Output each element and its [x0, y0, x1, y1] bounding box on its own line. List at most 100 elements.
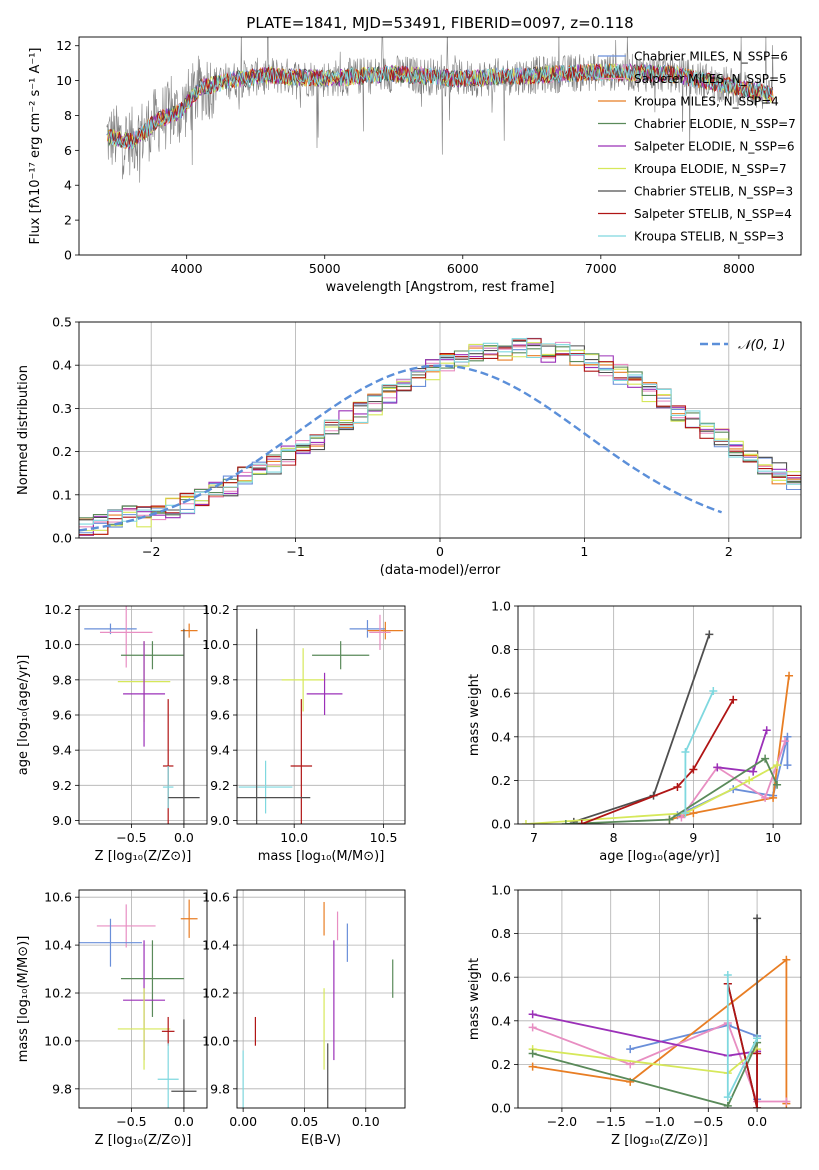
series-point	[665, 815, 674, 824]
y-tick-label: 0.3	[52, 401, 72, 416]
series-point	[577, 820, 586, 824]
y-tick-label: 10.6	[44, 890, 72, 905]
histogram-step	[79, 342, 801, 532]
y-axis-label: age [log₁₀(age/yr)]	[16, 655, 31, 776]
series-point	[689, 765, 698, 774]
y-axis-label: mass weight	[467, 958, 482, 1040]
panel-residuals: −2 −1 0 1 2 0.0 0.1 0.2 0.3 0.4 0.5 (data-model)/er…	[16, 315, 802, 578]
y-tick-label: 10.4	[44, 938, 72, 953]
axes-frame	[517, 889, 802, 1109]
y-tick-label: 8	[64, 108, 72, 123]
legend-label: Kroupa ELODIE, N_SSP=7	[634, 162, 787, 176]
x-tick-label: 0.10	[352, 1114, 380, 1129]
y-axis-label: mass weight	[467, 674, 482, 756]
axes-frame	[78, 36, 802, 256]
axes-frame	[236, 889, 406, 1109]
x-tick-label: 8	[610, 830, 618, 845]
plot-area	[79, 337, 801, 536]
y-tick-label: 0.0	[491, 1101, 511, 1116]
series-point	[681, 809, 690, 818]
plot-area	[528, 914, 791, 1108]
series-point	[723, 971, 732, 980]
x-axis-label: Z [log₁₀(Z/Z⊙)]	[95, 1133, 192, 1148]
series-point	[782, 1097, 791, 1106]
series-point	[528, 1062, 537, 1071]
x-tick-label: 4000	[171, 261, 203, 276]
y-tick-label: 10.2	[202, 602, 230, 617]
x-axis-label: (data-model)/error	[380, 563, 501, 578]
y-tick-label: 9.8	[52, 672, 72, 687]
y-tick-label: 10.2	[44, 986, 72, 1001]
axes-frame	[236, 605, 406, 825]
series-point	[673, 782, 682, 791]
series-line	[726, 983, 758, 1108]
x-tick-label: 5000	[309, 261, 341, 276]
y-tick-label: 10.0	[44, 637, 72, 652]
y-tick-label: 0.4	[52, 358, 72, 373]
legend-label: 𝒩(0, 1)	[738, 338, 785, 353]
series-point	[713, 763, 722, 772]
plot-area	[521, 630, 794, 824]
y-tick-label: 1.0	[491, 599, 511, 614]
panel-mass_vs_Z: −0.5 0.0 9.8 10.0 10.2 10.4 10.6 Z [log₁₀(Z/Z⊙)…	[16, 889, 208, 1148]
plot-area	[237, 614, 404, 824]
series-point	[561, 820, 570, 824]
figure-title: PLATE=1841, MJD=53491, FIBERID=0097, z=0…	[246, 14, 633, 32]
series-point	[528, 1049, 537, 1058]
y-tick-label: 9.8	[52, 1081, 72, 1096]
y-tick-label: 9.2	[52, 778, 72, 793]
y-tick-label: 10.0	[202, 637, 230, 652]
x-tick-label: 10	[765, 830, 781, 845]
x-tick-label: 0	[436, 544, 444, 559]
axes-frame	[78, 889, 208, 1109]
legend-label: Chabrier STELIB, N_SSP=3	[634, 185, 793, 199]
x-tick-label: 7000	[585, 261, 617, 276]
y-tick-label: 1.0	[491, 883, 511, 898]
plot-area	[79, 899, 198, 1108]
plot-area	[84, 606, 200, 824]
y-tick-label: 9.4	[52, 743, 72, 758]
series-point	[753, 1049, 762, 1058]
x-tick-label: 6000	[447, 261, 479, 276]
panel-spectrum: 4000 5000 6000 7000 8000 0 2 4 6 8 10 12 wavelength …	[28, 36, 802, 295]
legend-label: Salpeter MILES, N_SSP=5	[634, 72, 787, 86]
x-tick-label: 0.0	[174, 830, 194, 845]
legend-label: Salpeter STELIB, N_SSP=4	[634, 207, 792, 221]
y-tick-label: 4	[64, 178, 72, 193]
y-tick-label: 10	[56, 73, 72, 88]
series-line	[680, 740, 786, 819]
x-tick-label: 0.0	[174, 1114, 194, 1129]
y-tick-label: 0.5	[52, 315, 72, 330]
series-line	[629, 1024, 758, 1100]
y-tick-label: 0.6	[491, 686, 511, 701]
y-tick-label: 10.0	[202, 1033, 230, 1048]
axes-frame	[517, 605, 802, 825]
y-tick-label: 0.6	[491, 970, 511, 985]
series-line	[581, 699, 734, 824]
y-tick-label: 0.2	[491, 1057, 511, 1072]
y-tick-label: 0.1	[52, 487, 72, 502]
x-tick-label: −0.5	[116, 830, 146, 845]
y-tick-label: 0.4	[491, 1013, 511, 1028]
legend-label: Chabrier ELODIE, N_SSP=7	[634, 117, 796, 131]
x-axis-label: Z [log₁₀(Z/Z⊙)]	[95, 849, 192, 864]
x-tick-label: −1.5	[596, 1114, 626, 1129]
y-tick-label: 12	[56, 38, 72, 53]
x-tick-label: 0.00	[229, 1114, 257, 1129]
y-axis-label: Normed distribution	[16, 365, 31, 495]
series-point	[689, 809, 698, 818]
y-tick-label: 10.0	[44, 1033, 72, 1048]
y-tick-label: 9.4	[210, 743, 230, 758]
x-tick-label: 7	[530, 830, 538, 845]
series-line	[726, 918, 758, 1108]
series-point	[761, 793, 770, 802]
y-tick-label: 9.8	[210, 1081, 230, 1096]
y-tick-label: 0.4	[491, 729, 511, 744]
y-tick-label: 6	[64, 143, 72, 158]
series-point	[626, 1045, 635, 1054]
y-tick-label: 9.6	[210, 708, 230, 723]
normal-reference-curve	[79, 364, 723, 532]
series-point	[528, 1023, 537, 1032]
legend-label: Salpeter ELODIE, N_SSP=6	[634, 140, 795, 154]
series-point	[681, 748, 690, 757]
